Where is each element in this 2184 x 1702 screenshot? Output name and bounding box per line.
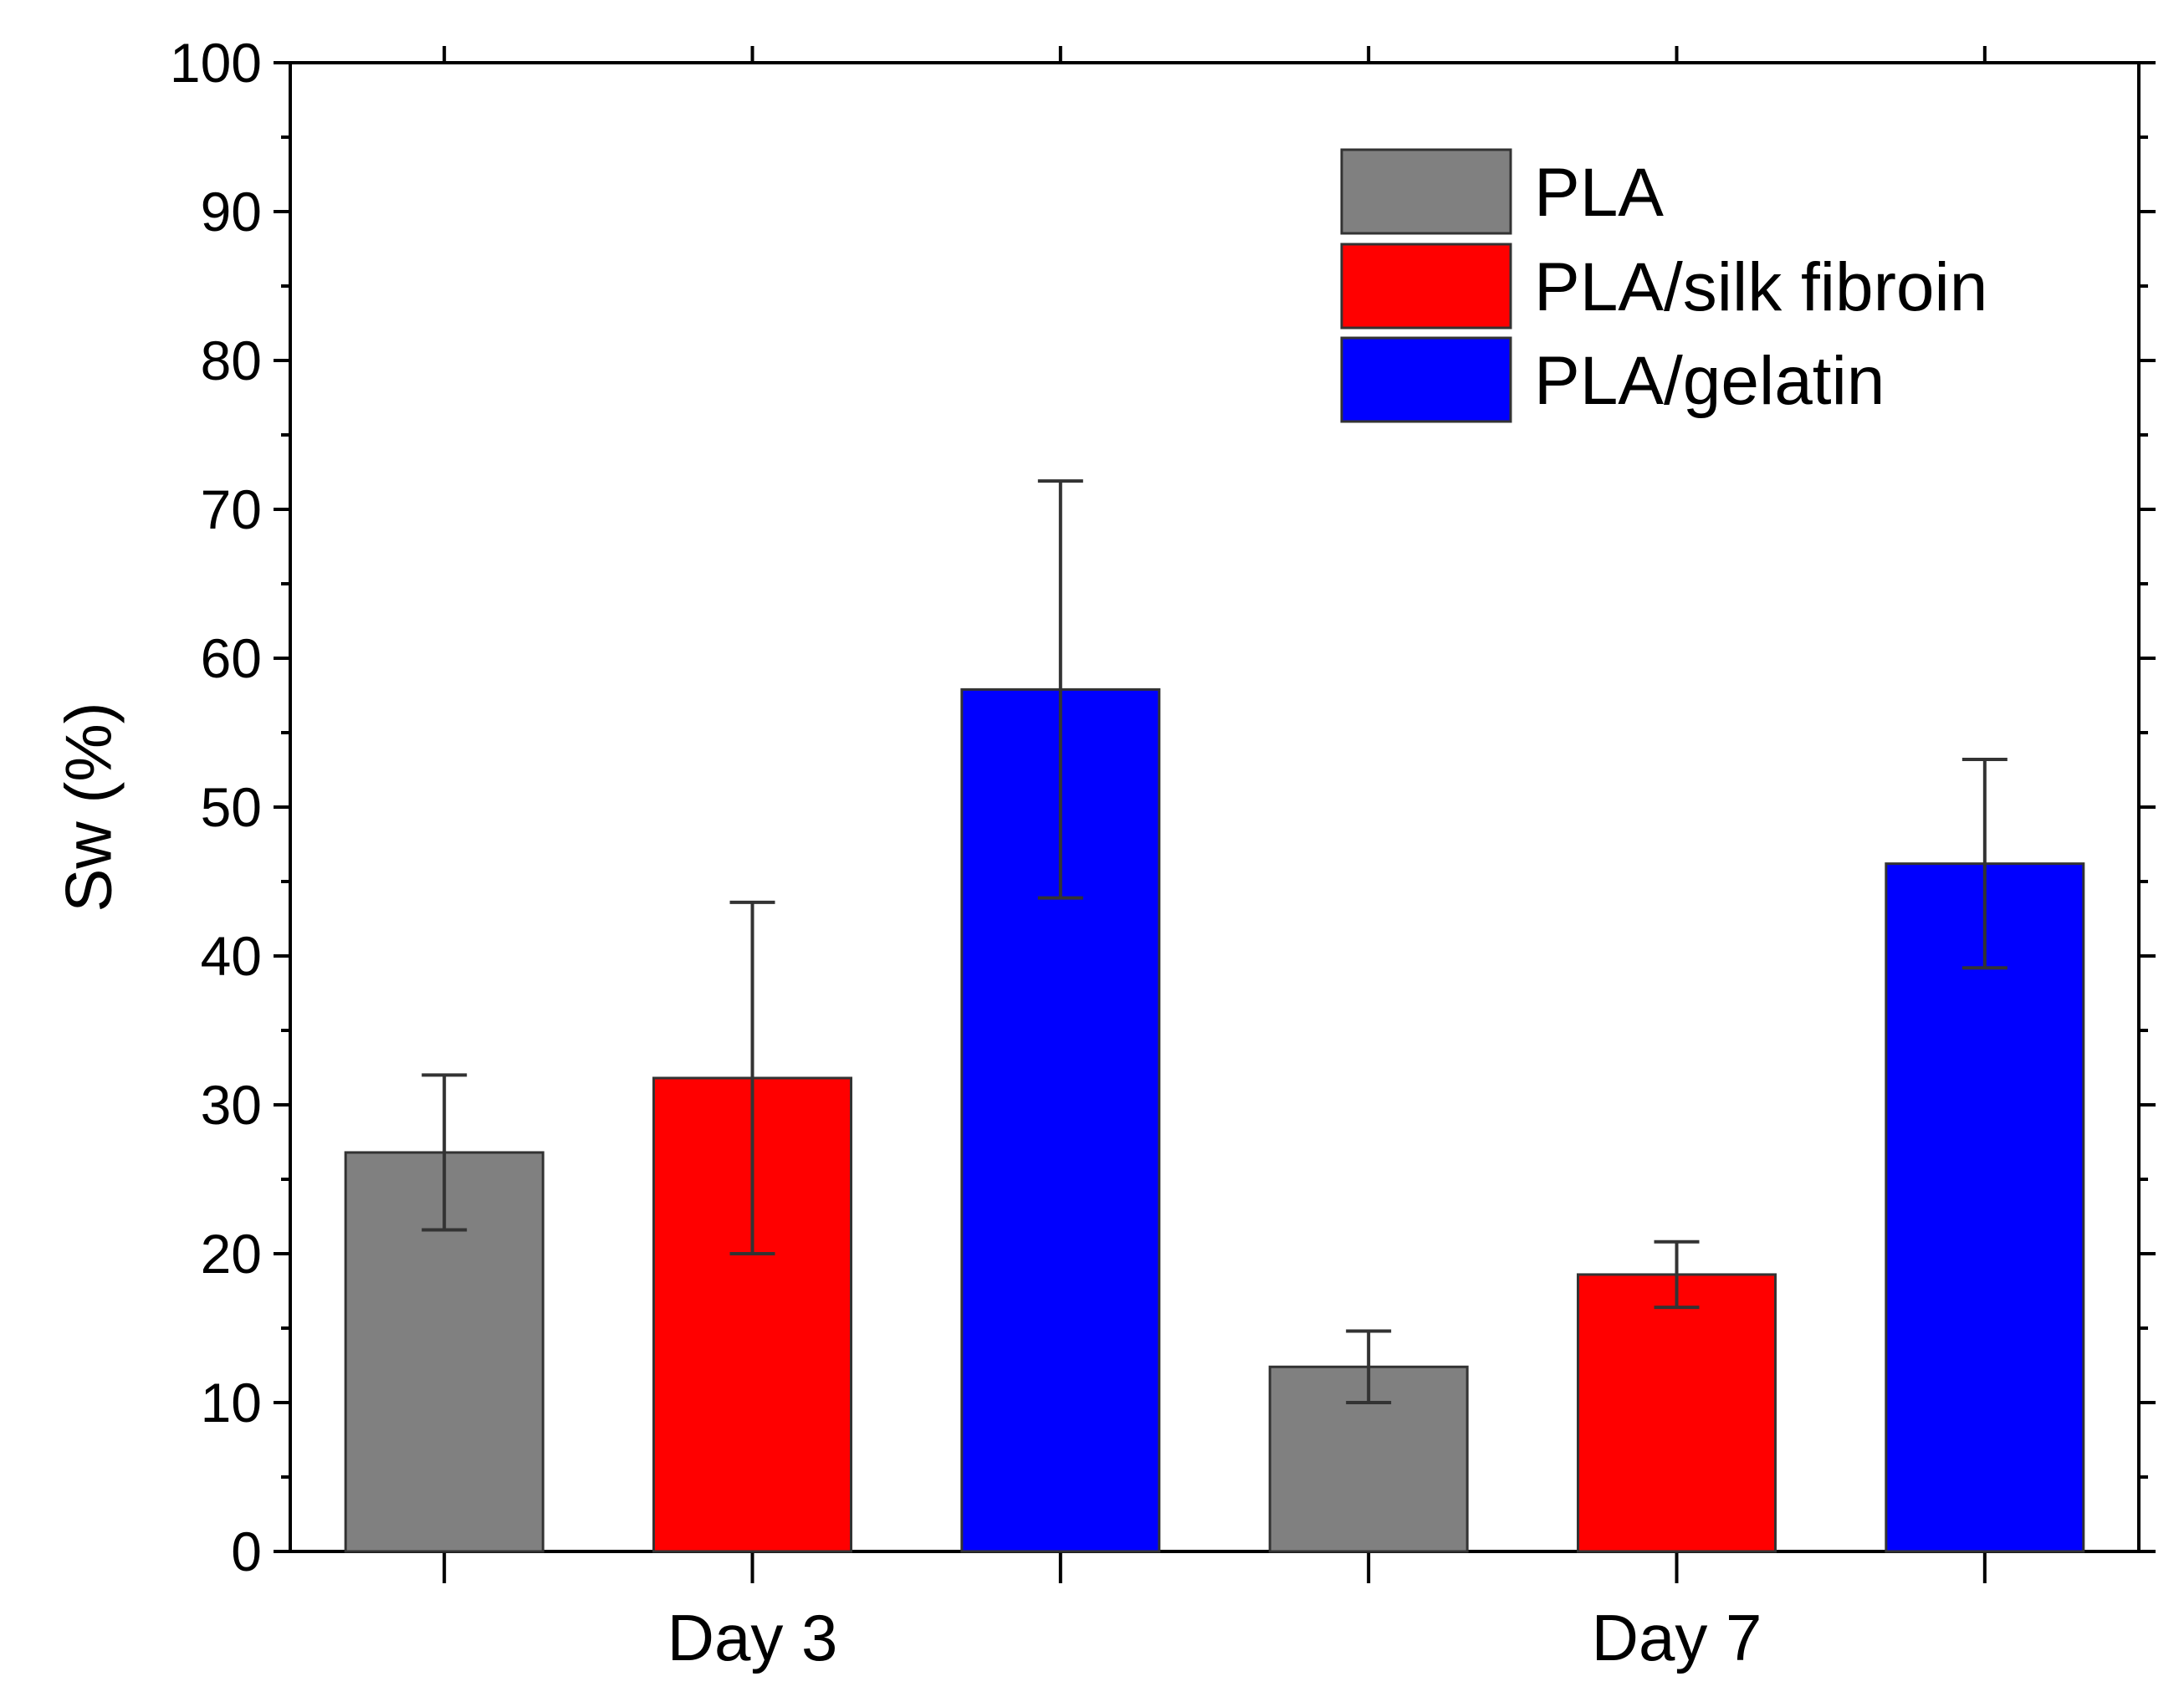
x-category-label: Day 7	[1592, 1601, 1762, 1674]
legend-label: PLA/silk fibroin	[1534, 249, 1987, 325]
bar	[1885, 862, 2085, 1553]
y-tick-label: 40	[201, 925, 262, 987]
bar	[1577, 1273, 1777, 1553]
y-tick-label: 70	[201, 478, 262, 540]
legend-swatch	[1340, 148, 1512, 235]
y-tick-label: 20	[201, 1223, 262, 1285]
x-category-label: Day 3	[667, 1601, 838, 1674]
x-axis: Day 3 Day 7	[442, 46, 1987, 1674]
y-tick-label: 60	[201, 627, 262, 689]
legend-swatch	[1340, 336, 1512, 423]
error-bars	[422, 479, 2008, 1404]
bar	[652, 1076, 852, 1553]
legend-swatch	[1340, 243, 1512, 330]
legend-label: PLA/gelatin	[1534, 343, 1885, 419]
legend-label: PLA	[1534, 155, 1664, 231]
y-tick-label: 90	[201, 181, 262, 243]
y-tick-label: 30	[201, 1074, 262, 1136]
y-tick-label: 0	[231, 1521, 262, 1582]
legend: PLA PLA/silk fibroin PLA/gelatin	[1340, 148, 1987, 423]
y-tick-label: 100	[170, 32, 262, 94]
y-axis-title: Sw (%)	[52, 702, 125, 912]
y-tick-label: 50	[201, 776, 262, 838]
y-tick-label: 80	[201, 330, 262, 391]
bars	[344, 687, 2085, 1553]
y-axis: 0 10 20 30 40 50 60 70 80 90 100	[170, 32, 2156, 1582]
y-tick-label: 10	[201, 1372, 262, 1434]
